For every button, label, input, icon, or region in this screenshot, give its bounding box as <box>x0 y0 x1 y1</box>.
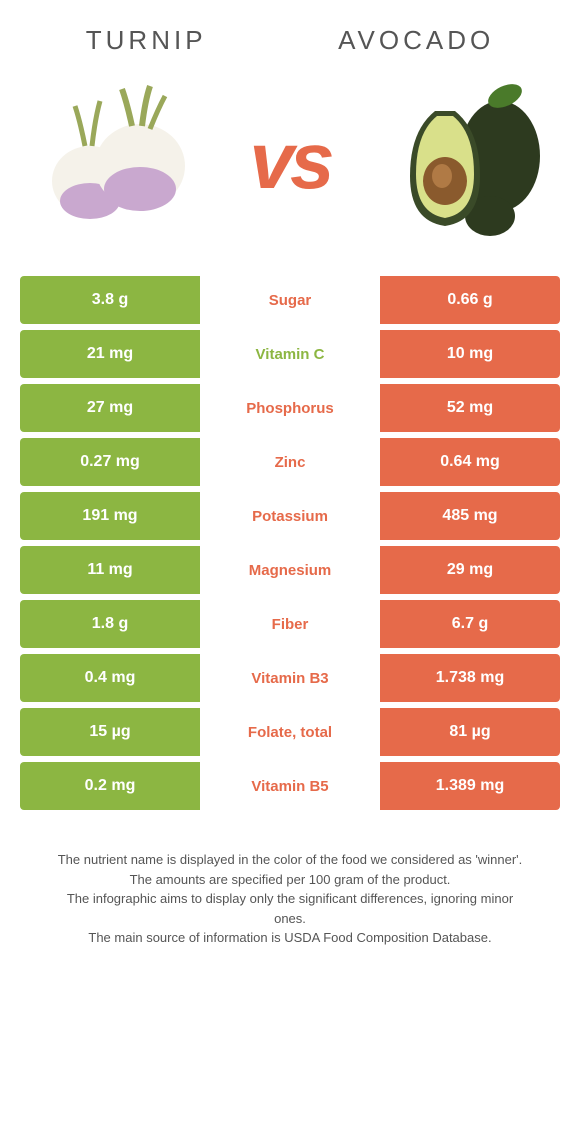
title-row: Turnip Avocado <box>20 25 560 56</box>
table-row: 1.8 gFiber6.7 g <box>20 600 560 648</box>
infographic-container: Turnip Avocado vs <box>0 0 580 973</box>
nutrient-label-cell: Zinc <box>200 438 380 486</box>
nutrient-label-cell: Fiber <box>200 600 380 648</box>
avocado-icon <box>370 81 550 241</box>
footer-line: The amounts are specified per 100 gram o… <box>50 870 530 890</box>
table-row: 27 mgPhosphorus52 mg <box>20 384 560 432</box>
images-row: vs <box>20 81 560 241</box>
left-value-cell: 27 mg <box>20 384 200 432</box>
right-value-cell: 0.64 mg <box>380 438 560 486</box>
nutrient-label-cell: Vitamin B5 <box>200 762 380 810</box>
left-value-cell: 21 mg <box>20 330 200 378</box>
table-row: 0.4 mgVitamin B31.738 mg <box>20 654 560 702</box>
left-value-cell: 3.8 g <box>20 276 200 324</box>
right-value-cell: 1.389 mg <box>380 762 560 810</box>
footer-line: The nutrient name is displayed in the co… <box>50 850 530 870</box>
turnip-icon <box>30 81 210 241</box>
nutrient-label-cell: Magnesium <box>200 546 380 594</box>
nutrient-label-cell: Vitamin C <box>200 330 380 378</box>
nutrient-label-cell: Potassium <box>200 492 380 540</box>
left-food-image <box>30 81 210 241</box>
right-value-cell: 52 mg <box>380 384 560 432</box>
left-value-cell: 1.8 g <box>20 600 200 648</box>
left-value-cell: 191 mg <box>20 492 200 540</box>
table-row: 191 mgPotassium485 mg <box>20 492 560 540</box>
right-value-cell: 0.66 g <box>380 276 560 324</box>
nutrient-label-cell: Folate, total <box>200 708 380 756</box>
right-value-cell: 10 mg <box>380 330 560 378</box>
right-value-cell: 6.7 g <box>380 600 560 648</box>
left-value-cell: 15 µg <box>20 708 200 756</box>
nutrient-label-cell: Vitamin B3 <box>200 654 380 702</box>
table-row: 21 mgVitamin C10 mg <box>20 330 560 378</box>
right-value-cell: 485 mg <box>380 492 560 540</box>
table-row: 0.27 mgZinc0.64 mg <box>20 438 560 486</box>
right-value-cell: 1.738 mg <box>380 654 560 702</box>
vs-label: vs <box>250 115 331 207</box>
nutrient-label-cell: Phosphorus <box>200 384 380 432</box>
nutrient-label-cell: Sugar <box>200 276 380 324</box>
table-row: 0.2 mgVitamin B51.389 mg <box>20 762 560 810</box>
right-value-cell: 29 mg <box>380 546 560 594</box>
comparison-table: 3.8 gSugar0.66 g 21 mgVitamin C10 mg 27 mg… <box>20 276 560 810</box>
table-row: 15 µgFolate, total81 µg <box>20 708 560 756</box>
right-food-image <box>370 81 550 241</box>
left-value-cell: 0.27 mg <box>20 438 200 486</box>
footer-line: The infographic aims to display only the… <box>50 889 530 928</box>
table-row: 11 mgMagnesium29 mg <box>20 546 560 594</box>
right-food-title: Avocado <box>338 25 494 56</box>
footer-line: The main source of information is USDA F… <box>50 928 530 948</box>
table-row: 3.8 gSugar0.66 g <box>20 276 560 324</box>
left-value-cell: 0.4 mg <box>20 654 200 702</box>
footer-notes: The nutrient name is displayed in the co… <box>20 850 560 948</box>
left-value-cell: 11 mg <box>20 546 200 594</box>
right-value-cell: 81 µg <box>380 708 560 756</box>
left-value-cell: 0.2 mg <box>20 762 200 810</box>
left-food-title: Turnip <box>86 25 207 56</box>
